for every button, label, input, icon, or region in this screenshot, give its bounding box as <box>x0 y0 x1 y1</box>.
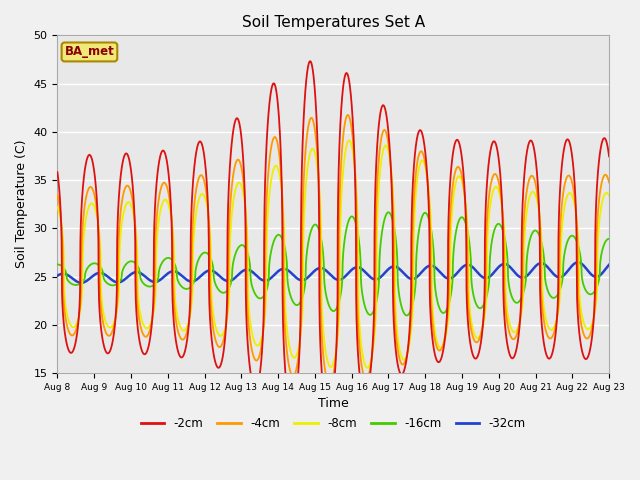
Title: Soil Temperatures Set A: Soil Temperatures Set A <box>242 15 425 30</box>
Legend: -2cm, -4cm, -8cm, -16cm, -32cm: -2cm, -4cm, -8cm, -16cm, -32cm <box>136 412 531 434</box>
Y-axis label: Soil Temperature (C): Soil Temperature (C) <box>15 140 28 268</box>
X-axis label: Time: Time <box>318 397 349 410</box>
Text: BA_met: BA_met <box>65 46 115 59</box>
